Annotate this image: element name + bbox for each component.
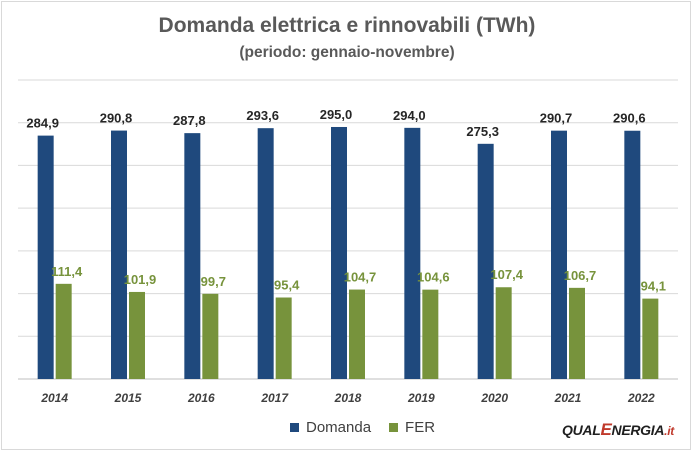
legend: Domanda FER — [290, 419, 453, 436]
bar-fer — [349, 289, 365, 379]
data-label-domanda: 290,7 — [540, 111, 573, 126]
legend-label-domanda: Domanda — [306, 419, 372, 436]
legend-item-domanda: Domanda — [290, 419, 371, 436]
data-label-domanda: 290,8 — [100, 111, 133, 126]
x-tick-label: 2020 — [480, 391, 508, 405]
data-label-fer: 94,1 — [641, 279, 666, 294]
x-tick-label: 2014 — [40, 391, 68, 405]
bar-fer — [129, 291, 145, 379]
legend-label-fer: FER — [405, 419, 436, 436]
legend-item-fer: FER — [389, 419, 435, 436]
bar-fer — [569, 287, 585, 379]
data-label-fer: 106,7 — [564, 268, 597, 283]
bar-fer — [55, 283, 72, 379]
x-tick-label: 2019 — [407, 391, 435, 405]
data-label-fer: 101,9 — [124, 272, 157, 287]
bar-fer — [422, 289, 439, 379]
data-label-fer: 95,4 — [274, 278, 300, 293]
bar-fer — [275, 297, 292, 379]
data-label-domanda: 294,0 — [393, 108, 426, 123]
legend-swatch-fer — [389, 423, 399, 432]
data-label-domanda: 287,8 — [173, 113, 206, 128]
qualenergia-logo: QUALENERGIA.it — [562, 420, 674, 439]
bar-domanda — [37, 135, 54, 379]
data-label-fer: 99,7 — [201, 274, 226, 289]
x-tick-label: 2022 — [627, 391, 655, 405]
data-label-domanda: 293,6 — [246, 108, 279, 123]
bar-domanda — [551, 130, 567, 379]
x-tick-label: 2016 — [187, 391, 215, 405]
data-label-fer: 104,6 — [417, 270, 450, 285]
bar-fer — [642, 298, 659, 379]
x-tick-label: 2018 — [334, 391, 362, 405]
chart-title: Domanda elettrica e rinnovabili (TWh) — [158, 14, 536, 37]
bar-domanda — [624, 130, 641, 379]
data-label-domanda: 295,0 — [320, 107, 353, 122]
chart-subtitle: (periodo: gennaio-novembre) — [239, 44, 455, 61]
data-label-fer: 111,4 — [51, 264, 83, 279]
data-label-fer: 104,7 — [344, 270, 377, 285]
bar-domanda — [184, 133, 201, 379]
x-tick-label: 2015 — [114, 391, 142, 405]
bar-fer — [495, 287, 512, 379]
data-label-domanda: 275,3 — [466, 124, 499, 139]
legend-swatch-domanda — [290, 423, 299, 432]
data-label-domanda: 290,6 — [613, 111, 646, 126]
data-label-domanda: 284,9 — [26, 116, 59, 131]
bar-domanda — [404, 127, 421, 379]
bar-fer — [202, 293, 219, 379]
bar-domanda — [477, 143, 494, 379]
x-tick-label: 2017 — [260, 391, 289, 405]
bar-domanda — [111, 130, 127, 379]
bar-domanda — [331, 126, 347, 379]
x-tick-label: 2021 — [554, 391, 582, 405]
data-label-fer: 107,4 — [490, 267, 523, 282]
bar-domanda — [257, 128, 274, 379]
